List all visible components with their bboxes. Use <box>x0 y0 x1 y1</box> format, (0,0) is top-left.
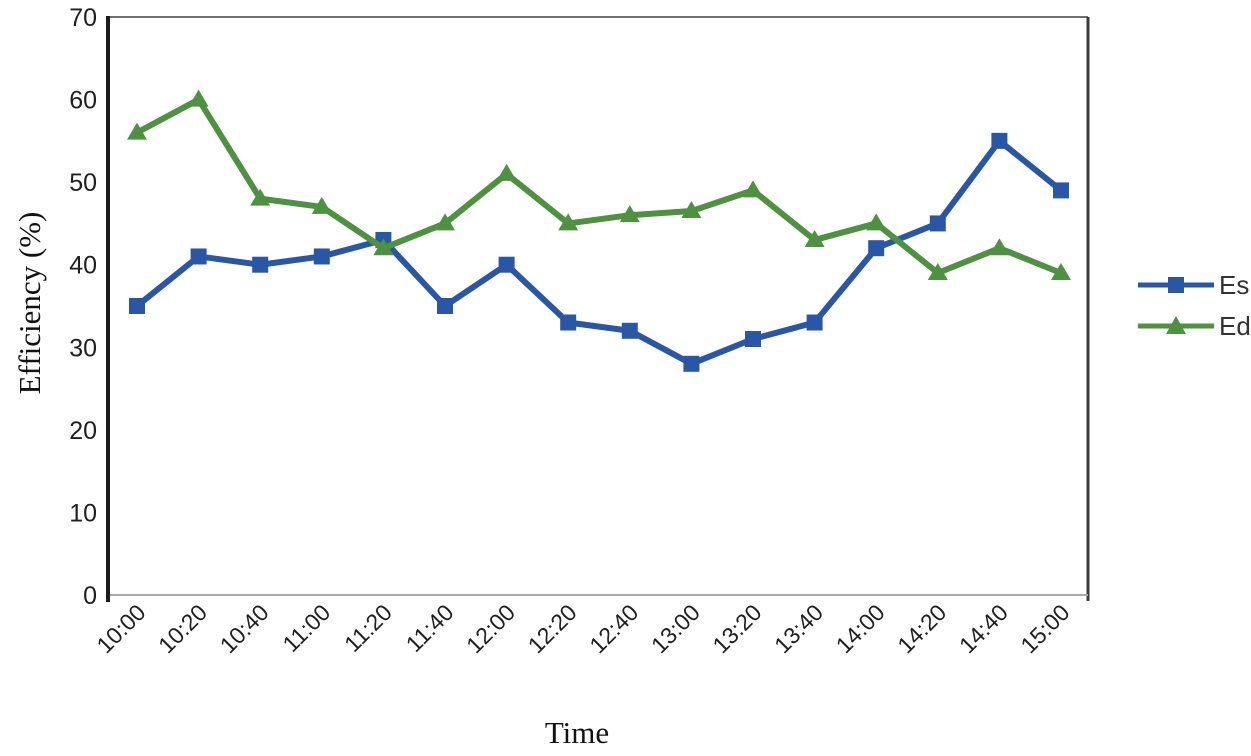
marker-triangle-ed <box>127 122 147 140</box>
x-tick-label: 10:00 <box>91 599 150 658</box>
marker-square-es <box>991 132 1008 149</box>
legend-marker-es <box>1168 277 1184 293</box>
x-tick-label: 14:00 <box>831 599 890 658</box>
x-tick-label: 15:00 <box>1015 599 1074 658</box>
x-axis-title: Time <box>544 715 610 750</box>
marker-triangle-ed <box>927 262 948 280</box>
marker-square-es <box>252 256 269 273</box>
marker-square-es <box>313 248 330 265</box>
y-tick-label: 20 <box>69 417 97 445</box>
marker-triangle-ed <box>188 89 209 107</box>
x-tick-label: 12:20 <box>523 599 582 658</box>
x-tick-label: 11:20 <box>339 599 397 657</box>
y-tick-label: 40 <box>69 252 97 280</box>
marker-square-es <box>806 314 823 331</box>
legend-square-icon <box>1138 277 1214 293</box>
marker-triangle-ed <box>558 213 579 231</box>
marker-square-es <box>683 355 700 372</box>
marker-triangle-ed <box>989 238 1010 256</box>
y-tick-label: 10 <box>69 499 97 527</box>
x-tick-label: 13:20 <box>707 599 766 658</box>
legend-item-ed: Ed <box>1138 311 1251 341</box>
x-tick-label: 13:40 <box>769 599 828 658</box>
legend-triangle-icon <box>1138 316 1214 334</box>
series-line-ed <box>135 96 1063 276</box>
x-tick-label: 10:40 <box>215 599 274 658</box>
marker-square-es <box>190 248 207 265</box>
marker-triangle-ed <box>866 213 887 231</box>
marker-triangle-ed <box>311 196 332 214</box>
x-tick-label: 14:20 <box>892 599 951 658</box>
marker-square-es <box>621 322 638 339</box>
marker-triangle-ed <box>681 201 702 219</box>
x-tick-label: 14:40 <box>954 599 1013 658</box>
marker-square-es <box>129 298 145 314</box>
y-tick-label: 60 <box>69 87 97 115</box>
x-tick-label: 12:40 <box>584 599 643 658</box>
x-tick-label: 11:00 <box>277 599 335 657</box>
marker-triangle-ed <box>435 213 455 231</box>
legend-item-es: Es <box>1138 270 1251 300</box>
legend-label-ed: Ed <box>1219 311 1251 341</box>
y-tick-label: 30 <box>69 334 97 362</box>
marker-square-es <box>437 298 453 314</box>
x-tick-label: 12:00 <box>461 599 520 658</box>
y-tick-label: 70 <box>69 4 97 32</box>
marker-triangle-ed <box>250 188 271 206</box>
marker-triangle-ed <box>496 163 517 181</box>
marker-triangle-ed <box>1051 262 1071 280</box>
y-axis-title: Efficiency (%) <box>12 211 47 395</box>
x-tick-label: 13:00 <box>646 599 705 658</box>
marker-square-es <box>868 240 885 257</box>
series-line-es <box>135 137 1063 367</box>
marker-square-es <box>1053 182 1069 199</box>
marker-triangle-ed <box>373 238 394 256</box>
y-tick-label: 50 <box>69 169 97 197</box>
x-tick-label: 11:40 <box>401 599 459 657</box>
marker-square-es <box>498 256 515 273</box>
x-tick-label: 10:20 <box>153 599 212 658</box>
marker-triangle-ed <box>619 205 640 223</box>
legend-marker-ed <box>1166 316 1186 334</box>
marker-triangle-ed <box>743 180 763 198</box>
y-tick-label: 0 <box>83 582 97 610</box>
legend-label-es: Es <box>1219 270 1250 300</box>
marker-triangle-ed <box>804 229 825 247</box>
marker-square-es <box>560 314 577 331</box>
legend: Es Ed <box>1138 270 1251 355</box>
marker-square-es <box>745 331 761 348</box>
marker-square-es <box>929 215 946 232</box>
